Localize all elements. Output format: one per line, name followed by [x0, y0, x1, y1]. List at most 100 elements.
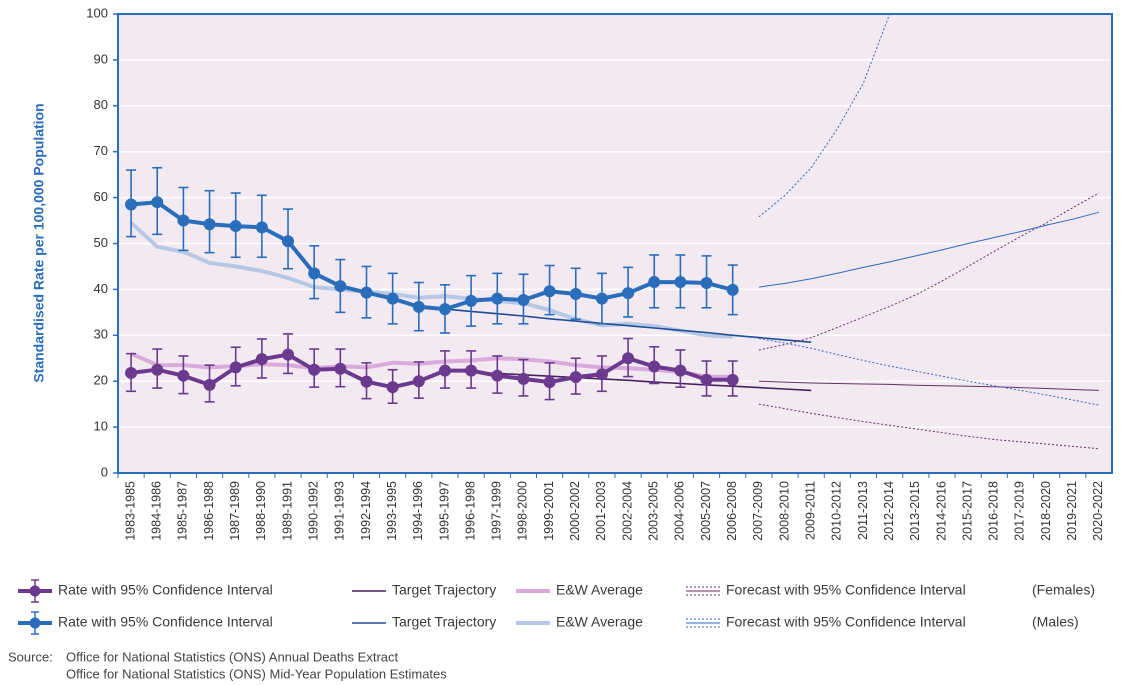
- x-tick-label: 2011-2013: [856, 481, 870, 540]
- y-tick-label: 40: [94, 281, 108, 296]
- rate-marker: [700, 276, 713, 289]
- y-tick-label: 20: [94, 373, 108, 388]
- plot-area: [125, 14, 1100, 450]
- rate-marker: [438, 303, 451, 316]
- y-tick-label: 90: [94, 51, 108, 66]
- x-tick-label: 2015-2017: [960, 481, 974, 541]
- x-tick-label: 2014-2016: [934, 481, 948, 541]
- x-tick-label: 1992-1994: [359, 481, 373, 541]
- legend-entry: Rate with 95% Confidence Interval: [18, 579, 273, 603]
- rate-marker: [674, 364, 687, 377]
- y-tick-label: 0: [101, 464, 108, 479]
- plot-border: [117, 13, 1113, 474]
- rate-marker: [177, 369, 190, 382]
- legend-label: Target Trajectory: [392, 582, 496, 598]
- rate-marker: [465, 294, 478, 307]
- target-line: [444, 369, 812, 392]
- y-tick-label: 70: [94, 143, 108, 158]
- forecast-line: [758, 380, 1099, 391]
- y-tick-label: 30: [94, 327, 108, 342]
- x-tick-label: 1997-1999: [490, 481, 504, 541]
- x-tick-label: 2003-2005: [647, 481, 661, 541]
- x-tick-label: 1993-1995: [385, 481, 399, 541]
- rate-marker: [386, 381, 399, 394]
- forecast-line: [758, 211, 1100, 288]
- x-tick-label: 2019-2021: [1065, 481, 1079, 541]
- rate-marker: [726, 373, 739, 386]
- rate-marker: [517, 372, 530, 385]
- rate-marker: [543, 285, 556, 298]
- rate-marker: [648, 360, 661, 373]
- x-tick-label: 1989-1991: [280, 481, 294, 541]
- x-tick-label: 1983-1985: [123, 481, 137, 541]
- legend-symbol: [29, 585, 41, 597]
- x-tick-label: 2013-2015: [908, 481, 922, 541]
- x-tick-label: 1999-2001: [542, 481, 556, 541]
- legend-label: Rate with 95% Confidence Interval: [58, 614, 273, 630]
- rate-marker: [255, 221, 268, 234]
- rate-marker: [360, 286, 373, 299]
- rate-marker: [203, 378, 216, 391]
- rate-marker: [569, 371, 582, 384]
- rate-marker: [543, 376, 556, 389]
- x-tick-label: 2020-2022: [1091, 481, 1105, 541]
- rate-marker: [151, 196, 164, 209]
- x-tick-label: 1985-1987: [176, 481, 190, 541]
- rate-marker: [622, 287, 635, 300]
- y-tick-label: 80: [94, 97, 108, 112]
- rate-marker: [412, 375, 425, 388]
- rate-marker: [700, 373, 713, 386]
- rate-marker: [595, 368, 608, 381]
- x-tick-label: 2009-2011: [803, 481, 817, 540]
- x-tick-label: 2000-2002: [568, 481, 582, 541]
- x-tick-label: 2006-2008: [725, 481, 739, 541]
- rate-marker: [255, 353, 268, 366]
- x-tick-label: 1995-1997: [437, 481, 451, 541]
- average-line: [129, 221, 733, 339]
- x-tick-label: 1990-1992: [306, 481, 320, 541]
- legend-entry: Forecast with 95% Confidence Interval: [686, 614, 966, 630]
- x-tick-label: 1984-1986: [150, 481, 164, 541]
- x-tick-label: 1998-2000: [516, 481, 530, 541]
- legend-entry: E&W Average: [516, 614, 643, 630]
- x-tick-label: 2007-2009: [751, 481, 765, 541]
- rate-marker: [308, 267, 321, 280]
- rate-marker: [229, 361, 242, 374]
- forecast-upper: [758, 14, 891, 218]
- y-tick-label: 60: [94, 189, 108, 204]
- forecast-upper: [758, 192, 1100, 351]
- legend-entry: E&W Average: [516, 582, 643, 598]
- x-tick-label: 2004-2006: [673, 481, 687, 541]
- rate-marker: [726, 283, 739, 296]
- rate-marker: [569, 287, 582, 300]
- rate-marker: [674, 276, 687, 289]
- y-tick-label: 50: [94, 235, 108, 250]
- forecast-lower: [758, 403, 1099, 450]
- rate-marker: [517, 293, 530, 306]
- rate-marker: [151, 363, 164, 376]
- x-tick-label: 1994-1996: [411, 481, 425, 541]
- legend-group-label: (Males): [1032, 614, 1079, 630]
- source-line: Office for National Statistics (ONS) Ann…: [66, 649, 399, 664]
- legend-label: E&W Average: [556, 582, 643, 598]
- x-tick-label: 1996-1998: [463, 481, 477, 541]
- x-tick-label: 2018-2020: [1039, 481, 1053, 541]
- x-tick-label: 2012-2014: [882, 481, 896, 541]
- rate-marker: [412, 300, 425, 313]
- legend-group-label: (Females): [1032, 582, 1095, 598]
- x-tick-label: 1987-1989: [228, 481, 242, 541]
- rate-marker: [360, 375, 373, 388]
- x-tick-label: 1988-1990: [254, 481, 268, 541]
- rate-marker: [282, 348, 295, 361]
- x-tick-label: 1991-1993: [333, 481, 347, 541]
- x-tick-label: 2010-2012: [830, 481, 844, 541]
- rate-marker: [595, 292, 608, 305]
- legend-symbol: [29, 617, 41, 629]
- source-label: Source:: [8, 649, 53, 664]
- legend-label: Forecast with 95% Confidence Interval: [726, 614, 966, 630]
- legend-entry: Target Trajectory: [352, 614, 496, 630]
- rate-marker: [386, 292, 399, 305]
- legend-label: Forecast with 95% Confidence Interval: [726, 582, 966, 598]
